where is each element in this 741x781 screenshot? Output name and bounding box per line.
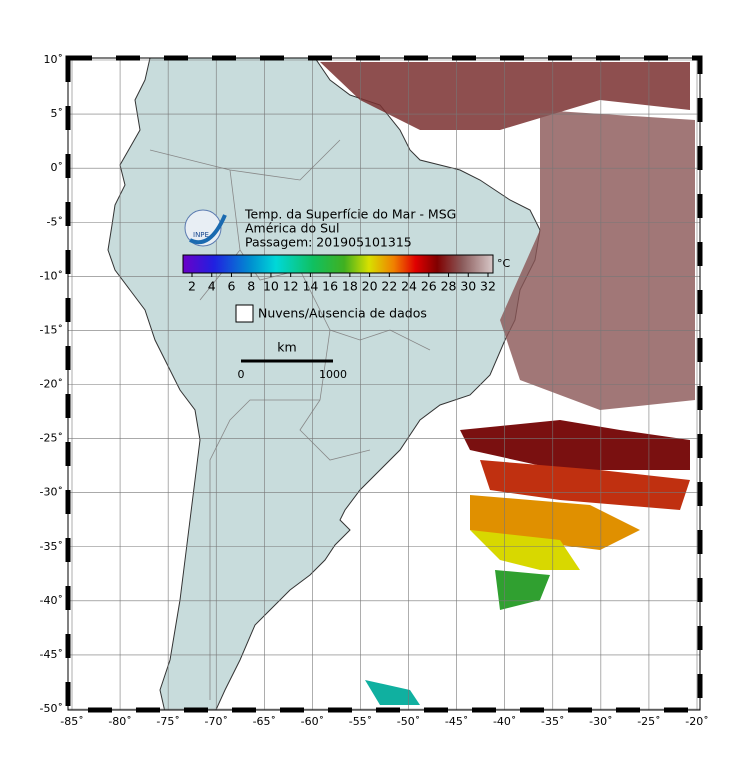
lat-tick-label: -35˚ [40,540,63,553]
logo-arrow [189,214,227,245]
legend-swatch [235,304,254,323]
lat-tick-label: -5˚ [47,215,63,228]
lon-tick-label: -25˚ [637,715,660,728]
lon-tick-label: -30˚ [589,715,612,728]
lon-tick-label: -40˚ [493,715,516,728]
lat-tick-label: -45˚ [40,648,63,661]
colorbar-label: 20 [362,279,378,294]
lon-tick-label: -65˚ [253,715,276,728]
pass: Passagem: 201905101315 [245,235,412,250]
colorbar-label: 28 [441,279,457,294]
logo-text: INPE [193,231,209,239]
colorbar-label: 24 [401,279,417,294]
lat-tick-label: -25˚ [40,432,63,445]
lat-tick-label: 0˚ [51,161,64,174]
colorbar-label: 22 [381,279,397,294]
colorbar-label: 16 [322,279,338,294]
lon-tick-label: -85˚ [60,715,83,728]
colorbar-label: 32 [480,279,496,294]
colorbar-label: 2 [188,279,196,294]
lat-tick-label: -20˚ [40,378,63,391]
colorbar-label: 4 [208,279,216,294]
lon-tick-label: -45˚ [445,715,468,728]
lat-tick-label: 5˚ [51,107,64,120]
scale-unit: km [277,340,296,355]
colorbar-label: 30 [460,279,476,294]
lon-tick-label: -75˚ [156,715,179,728]
region: América do Sul [245,221,339,236]
legend-block: INPE Temp. da Superfície do Mar - MSG Am… [182,207,511,381]
lon-tick-label: -60˚ [301,715,324,728]
lon-tick-label: -35˚ [541,715,564,728]
colorbar-label: 8 [247,279,255,294]
map-area [68,58,700,710]
lat-tick-label: -10˚ [40,269,63,282]
title: Temp. da Superfície do Mar - MSG [244,207,456,222]
legend-text: Nuvens/Ausencia de dados [258,306,427,321]
lat-tick-label: -30˚ [40,486,63,499]
lon-tick-label: -70˚ [204,715,227,728]
colorbar-unit: °C [497,257,511,270]
lon-tick-label: -80˚ [108,715,131,728]
colorbar-label: 10 [263,279,279,294]
colorbar-label: 6 [227,279,235,294]
colorbar-label: 18 [342,279,358,294]
lat-tick-label: -15˚ [40,323,63,336]
frame-outline [67,57,701,711]
lon-tick-label: -55˚ [349,715,372,728]
scale-label: 0 [238,368,245,381]
colorbar-label: 12 [283,279,299,294]
lon-tick-label: -20˚ [685,715,708,728]
colorbar-label: 14 [302,279,318,294]
lat-tick-label: 10˚ [44,53,64,66]
scale-label: 1000 [319,368,347,381]
lon-tick-label: -50˚ [397,715,420,728]
lat-tick-label: -50˚ [40,702,63,715]
lat-tick-label: -40˚ [40,594,63,607]
colorbar-label: 26 [421,279,437,294]
colorbar [182,254,494,274]
